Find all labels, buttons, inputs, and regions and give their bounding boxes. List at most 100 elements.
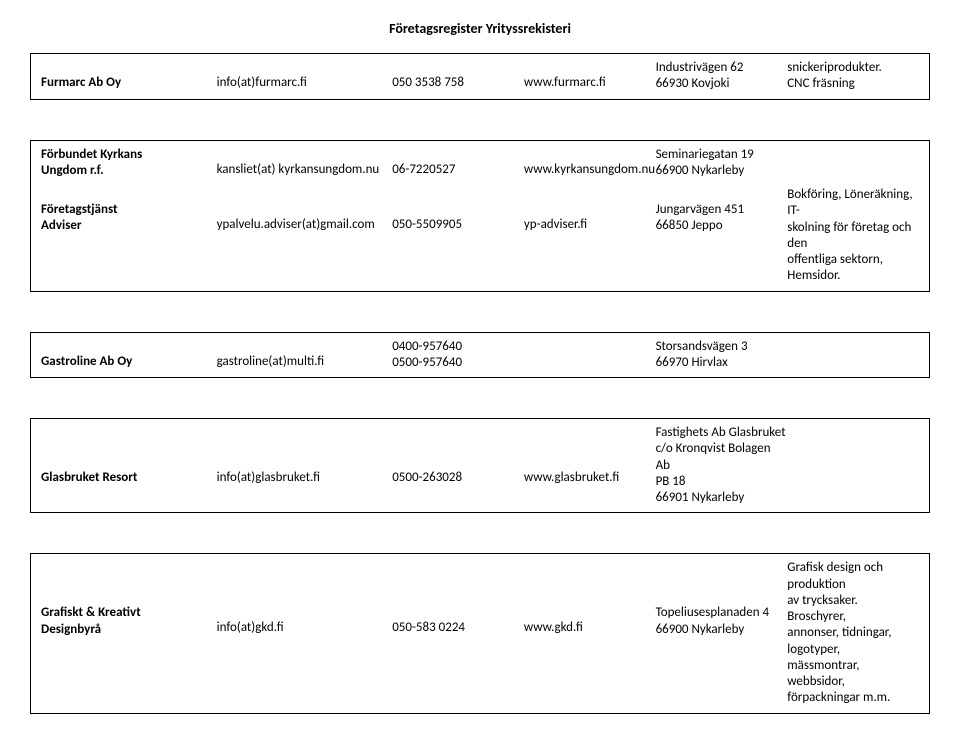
record-row: Företagstjänst Adviser ypalvelu.adviser(… (41, 187, 919, 285)
cell-line (392, 575, 524, 590)
cell-line (392, 440, 524, 455)
record-block: Grafiskt & Kreativt Designbyrå info(at)g… (30, 553, 930, 713)
cell-line (787, 470, 919, 485)
cell-line: www.furmarc.fi (524, 75, 656, 91)
cell-line (787, 440, 919, 455)
cell-line (524, 455, 656, 470)
cell-line: 66901 Nykarleby (656, 490, 788, 506)
cell-line (524, 590, 656, 605)
cell-line (524, 147, 656, 162)
cell-line: Företagstjänst (41, 202, 217, 218)
record-row: Gastroline Ab Oy gastroline(at)multi.fi … (41, 339, 919, 372)
company-name-cell: Gastroline Ab Oy (41, 339, 217, 372)
cell-line: Furmarc Ab Oy (41, 75, 217, 91)
cell-line: info(at)glasbruket.fi (217, 470, 393, 486)
cell-line: 050-5509905 (392, 217, 524, 233)
cell-line: Glasbruket Resort (41, 470, 217, 486)
phone-cell: 050 3538 758 (392, 60, 524, 93)
cell-line: annonser, tidningar, logotyper, (787, 625, 919, 658)
record-row: Furmarc Ab Oy info(at)furmarc.fi 050 353… (41, 60, 919, 93)
company-name-cell: Glasbruket Resort (41, 425, 217, 506)
cell-line (392, 560, 524, 575)
cell-line (787, 354, 919, 369)
email-cell: info(at)furmarc.fi (217, 60, 393, 93)
cell-line (392, 187, 524, 202)
cell-line: offentliga sektorn, Hemsidor. (787, 252, 919, 285)
record-row: Grafiskt & Kreativt Designbyrå info(at)g… (41, 560, 919, 706)
cell-line (41, 440, 217, 455)
cell-line (656, 187, 788, 202)
cell-line: gastroline(at)multi.fi (217, 354, 393, 370)
cell-line (524, 560, 656, 575)
cell-line: www.gkd.fi (524, 620, 656, 636)
page-title: Företagsregister Yrityssrekisteri (30, 20, 930, 37)
cell-line (787, 147, 919, 162)
description-cell: Bokföring, Löneräkning, IT- skolning för… (787, 187, 919, 285)
cell-line: www.kyrkansungdom.nu (524, 162, 656, 178)
website-cell: yp-adviser.fi (524, 187, 656, 285)
cell-line (392, 425, 524, 440)
email-cell: info(at)gkd.fi (217, 560, 393, 706)
cell-line (217, 425, 393, 440)
cell-line (41, 455, 217, 470)
cell-line: mässmontrar, webbsidor, (787, 658, 919, 691)
website-cell: www.kyrkansungdom.nu (524, 147, 656, 180)
address-cell: Fastighets Ab Glasbruket c/o Kronqvist B… (656, 425, 788, 506)
cell-line (217, 147, 393, 162)
website-cell: www.gkd.fi (524, 560, 656, 706)
description-cell: snickeriprodukter. CNC fräsning (787, 60, 919, 93)
cell-line (217, 202, 393, 217)
cell-line (524, 60, 656, 75)
phone-cell: 050-5509905 (392, 187, 524, 285)
cell-line: 66970 Hirvlax (656, 355, 788, 371)
website-cell: www.glasbruket.fi (524, 425, 656, 506)
cell-line (217, 60, 393, 75)
cell-line: 050 3538 758 (392, 75, 524, 91)
company-name-cell: Grafiskt & Kreativt Designbyrå (41, 560, 217, 706)
record-block: Glasbruket Resort info(at)glasbruket.fi … (30, 418, 930, 513)
description-cell (787, 339, 919, 372)
email-cell: kansliet(at) kyrkansungdom.nu (217, 147, 393, 180)
phone-cell: 06-7220527 (392, 147, 524, 180)
cell-line: www.glasbruket.fi (524, 470, 656, 486)
cell-line: 66900 Nykarleby (656, 163, 788, 179)
cell-line: 66850 Jeppo (656, 218, 788, 234)
cell-line (787, 455, 919, 470)
cell-line (524, 202, 656, 217)
cell-line: 06-7220527 (392, 162, 524, 178)
cell-line: Fastighets Ab Glasbruket (656, 425, 788, 441)
record-row: Förbundet Kyrkans Ungdom r.f. kansliet(a… (41, 147, 919, 180)
cell-line: Jungarvägen 451 (656, 202, 788, 218)
cell-line: 66900 Nykarleby (656, 622, 788, 638)
cell-line (392, 202, 524, 217)
cell-line (392, 455, 524, 470)
cell-line (787, 425, 919, 440)
cell-line (524, 575, 656, 590)
cell-line (41, 187, 217, 202)
cell-line (787, 339, 919, 354)
cell-line (217, 575, 393, 590)
cell-line (41, 339, 217, 354)
address-cell: Jungarvägen 451 66850 Jeppo (656, 187, 788, 285)
cell-line: förpackningar m.m. (787, 690, 919, 706)
cell-line (524, 605, 656, 620)
cell-line: Adviser (41, 218, 217, 234)
website-cell (524, 339, 656, 372)
description-cell (787, 147, 919, 180)
description-cell: Grafisk design och produktion av trycksa… (787, 560, 919, 706)
record-row: Glasbruket Resort info(at)glasbruket.fi … (41, 425, 919, 506)
cell-line (41, 425, 217, 440)
cell-line (392, 590, 524, 605)
cell-line (217, 339, 393, 354)
cell-line: Förbundet Kyrkans (41, 147, 217, 163)
phone-cell: 050-583 0224 (392, 560, 524, 706)
cell-line (217, 440, 393, 455)
cell-line: ypalvelu.adviser(at)gmail.com (217, 217, 393, 233)
cell-line: Ungdom r.f. (41, 163, 217, 179)
cell-line: 66930 Kovjoki (656, 76, 788, 92)
cell-line: Bokföring, Löneräkning, IT- (787, 187, 919, 220)
cell-line: 050-583 0224 (392, 620, 524, 636)
cell-line (656, 560, 788, 575)
cell-line (392, 60, 524, 75)
cell-line: kansliet(at) kyrkansungdom.nu (217, 162, 393, 178)
